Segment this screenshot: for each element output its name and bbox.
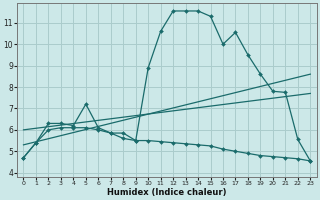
X-axis label: Humidex (Indice chaleur): Humidex (Indice chaleur) bbox=[107, 188, 227, 197]
